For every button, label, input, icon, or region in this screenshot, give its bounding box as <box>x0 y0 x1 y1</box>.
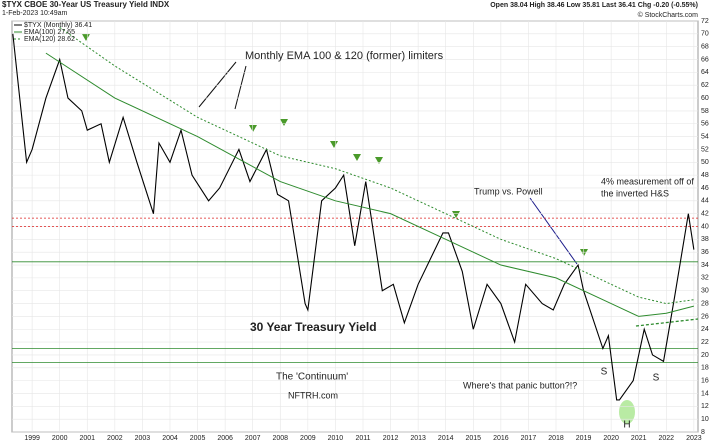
y-tick-label: 48 <box>701 172 709 179</box>
x-tick-label: 2000 <box>52 435 68 442</box>
y-tick-label: 8 <box>701 429 705 436</box>
arrow <box>580 249 588 256</box>
y-tick-label: 20 <box>701 352 709 359</box>
x-tick-label: 2019 <box>576 435 592 442</box>
legend-label: $TYX (Monthly) 36.41 <box>24 22 92 29</box>
y-tick-label: 36 <box>701 249 709 256</box>
y-tick-label: 46 <box>701 185 709 192</box>
y-tick-label: 22 <box>701 339 709 346</box>
y-tick-label: 34 <box>701 262 709 269</box>
y-tick-label: 38 <box>701 236 709 243</box>
x-tick-label: 2006 <box>217 435 233 442</box>
y-tick-label: 50 <box>701 159 709 166</box>
annotation: S <box>601 367 608 378</box>
annotation: NFTRH.com <box>288 390 338 400</box>
y-tick-label: 66 <box>701 56 709 63</box>
y-tick-label: 58 <box>701 108 709 115</box>
pointer <box>198 61 237 108</box>
x-tick-label: 2002 <box>107 435 123 442</box>
x-tick-label: 1999 <box>24 435 40 442</box>
y-tick-label: 10 <box>701 416 709 423</box>
x-tick-label: 2016 <box>493 435 509 442</box>
x-tick-label: 2015 <box>465 435 481 442</box>
x-tick-label: 2010 <box>328 435 344 442</box>
copyright: © StockCharts.com <box>638 11 699 19</box>
x-tick-label: 2021 <box>631 435 647 442</box>
x-tick-label: 2005 <box>190 435 206 442</box>
quote: Open 38.04 High 38.46 Low 35.81 Last 36.… <box>490 2 698 9</box>
arrow <box>280 119 288 126</box>
highlight <box>619 400 635 424</box>
y-tick-label: 56 <box>701 121 709 128</box>
y-tick-label: 64 <box>701 69 709 76</box>
trend-line <box>635 318 699 327</box>
y-tick-label: 24 <box>701 326 709 333</box>
annotation: Monthly EMA 100 & 120 (former) limiters <box>245 50 444 62</box>
y-tick-label: 16 <box>701 377 709 384</box>
y-tick-label: 14 <box>701 390 709 397</box>
y-tick-label: 54 <box>701 133 709 140</box>
y-tick-label: 70 <box>701 31 709 38</box>
annotation: Trump vs. Powell <box>474 186 543 196</box>
x-tick-label: 2007 <box>245 435 261 442</box>
annotation: H <box>623 420 630 431</box>
legend-label: EMA(120) 28.62 <box>24 36 75 43</box>
x-tick-label: 2009 <box>300 435 316 442</box>
x-tick-label: 2014 <box>438 435 454 442</box>
annotation: Where's that panic button?!? <box>463 380 577 390</box>
x-tick-label: 2012 <box>383 435 399 442</box>
arrow <box>82 34 90 41</box>
x-tick-label: 2011 <box>355 435 370 442</box>
x-tick-label: 2004 <box>162 435 178 442</box>
pointer <box>234 65 247 110</box>
x-tick-label: 2017 <box>521 435 537 442</box>
annotation: the inverted H&S <box>601 188 669 198</box>
series-line <box>12 33 695 401</box>
x-tick-label: 2020 <box>603 435 619 442</box>
x-tick-label: 2022 <box>659 435 675 442</box>
pointer <box>529 197 578 265</box>
x-tick-label: 2018 <box>548 435 564 442</box>
annotation: 4% measurement off of <box>601 176 694 186</box>
y-tick-label: 18 <box>701 365 709 372</box>
y-tick-label: 72 <box>701 18 709 25</box>
x-tick-label: 2008 <box>272 435 288 442</box>
y-tick-label: 60 <box>701 95 709 102</box>
y-tick-label: 40 <box>701 223 709 230</box>
annotation: S <box>653 373 660 384</box>
series-line <box>45 52 694 317</box>
annotation: The 'Continuum' <box>276 372 348 383</box>
pointer-arrows <box>198 61 578 265</box>
arrow <box>452 211 460 218</box>
y-tick-label: 32 <box>701 275 709 282</box>
x-tick-label: 2003 <box>135 435 151 442</box>
y-tick-label: 26 <box>701 313 709 320</box>
x-tick-label: 2023 <box>686 435 702 442</box>
arrow <box>375 157 383 164</box>
arrows <box>82 34 588 256</box>
y-tick-label: 68 <box>701 44 709 51</box>
y-tick-label: 30 <box>701 288 709 295</box>
subtitle: 1-Feb-2023 10:49am <box>2 10 68 17</box>
y-tick-label: 44 <box>701 198 709 205</box>
y-tick-label: 62 <box>701 82 709 89</box>
legend-label: EMA(100) 27.65 <box>24 29 75 36</box>
y-tick-label: 42 <box>701 211 709 218</box>
chart-title: $TYX CBOE 30-Year US Treasury Yield INDX <box>2 0 170 9</box>
annotation: 30 Year Treasury Yield <box>250 320 377 334</box>
arrow <box>330 141 338 148</box>
x-tick-label: 2001 <box>79 435 95 442</box>
y-tick-label: 12 <box>701 403 709 410</box>
y-tick-label: 52 <box>701 146 709 153</box>
series-line <box>59 27 694 305</box>
arrow <box>353 154 361 161</box>
x-tick-label: 2013 <box>410 435 426 442</box>
y-tick-label: 28 <box>701 300 709 307</box>
